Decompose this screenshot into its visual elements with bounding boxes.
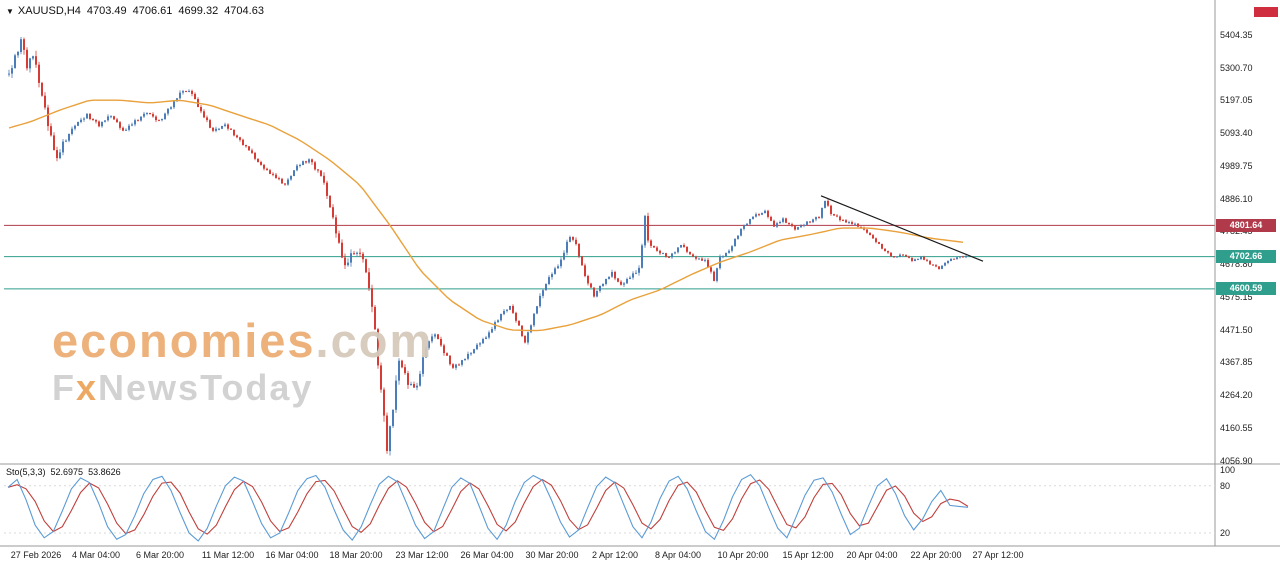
stochastic-tick-label: 80 [1220,481,1231,491]
price-tick-label: 4056.90 [1220,456,1253,466]
stochastic-main-line [7,474,969,542]
date-label: 16 Mar 04:00 [265,550,319,560]
price-tick-label: 4989.75 [1220,161,1253,171]
stochastic-tick-label: 20 [1220,528,1231,538]
moving-average-line [8,99,964,332]
price-tick-label: 5197.05 [1220,95,1253,105]
date-label: 26 Mar 04:00 [460,550,514,560]
date-label: 20 Apr 04:00 [846,550,898,560]
date-label: 27 Feb 2026 [10,550,62,560]
date-label: 22 Apr 20:00 [910,550,962,560]
stochastic-k-value: 52.6975 [50,467,84,477]
stochastic-name: Sto(5,3,3) [6,467,46,477]
open-value: 4703.49 [86,5,127,17]
horizontal-lines[interactable] [4,224,1215,290]
candlesticks[interactable] [8,37,967,456]
chart-ohlc-readout: ▼ XAUUSD,H4 4703.49 4706.61 4699.32 4704.63 [6,5,270,17]
price-tick-label: 5300.70 [1220,63,1253,73]
watermark-sub-x: x [76,367,99,409]
price-line-badge[interactable]: 4702.66 [1216,250,1276,263]
price-tick-label: 5093.40 [1220,128,1253,138]
symbol-label: XAUUSD,H4 [17,5,81,17]
watermark-line1: economies.com [52,316,433,365]
watermark: economies.com FxNewsToday [52,316,433,407]
date-label: 23 Mar 12:00 [395,550,449,560]
close-value: 4704.63 [224,5,264,17]
low-value: 4699.32 [178,5,219,17]
price-tick-label: 4886.10 [1220,194,1253,204]
chart-dropdown-icon[interactable]: ▼ [6,7,14,16]
price-tick-label: 4367.85 [1220,357,1253,367]
trendline[interactable] [820,195,984,262]
date-label: 4 Mar 04:00 [71,550,121,560]
price-tick-label: 4160.55 [1220,423,1253,433]
watermark-line2: FxNewsToday [52,369,433,407]
date-label: 18 Mar 20:00 [329,550,383,560]
watermark-domain: .com [315,314,434,367]
stochastic-signal-line [7,478,969,535]
date-label: 27 Apr 12:00 [972,550,1024,560]
date-label: 30 Mar 20:00 [525,550,579,560]
stochastic-label: Sto(5,3,3) 52.6975 53.8626 [6,467,126,477]
stochastic-tick-label: 100 [1220,465,1236,475]
watermark-brand: economies [52,314,316,367]
price-tick-label: 4678.80 [1220,259,1253,269]
stochastic-d-value: 53.8626 [88,467,121,477]
date-label: 15 Apr 12:00 [782,550,834,560]
date-label: 10 Apr 20:00 [717,550,769,560]
price-tick-label: 4575.15 [1220,292,1253,302]
price-tick-label: 4471.50 [1220,325,1253,335]
date-label: 11 Mar 12:00 [201,550,255,560]
date-label: 8 Apr 04:00 [654,550,702,560]
price-tick-label: 5404.35 [1220,30,1253,40]
price-line-badge[interactable]: 4600.59 [1216,282,1276,295]
high-value: 4706.61 [132,5,173,17]
price-line-badge[interactable]: 4801.64 [1216,219,1276,232]
date-label: 2 Apr 12:00 [591,550,639,560]
price-tick-label: 4264.20 [1220,390,1253,400]
watermark-sub-f: F [52,367,76,409]
top-right-marker [1254,7,1278,17]
date-label: 6 Mar 20:00 [135,550,185,560]
watermark-sub-rest: NewsToday [98,367,314,409]
